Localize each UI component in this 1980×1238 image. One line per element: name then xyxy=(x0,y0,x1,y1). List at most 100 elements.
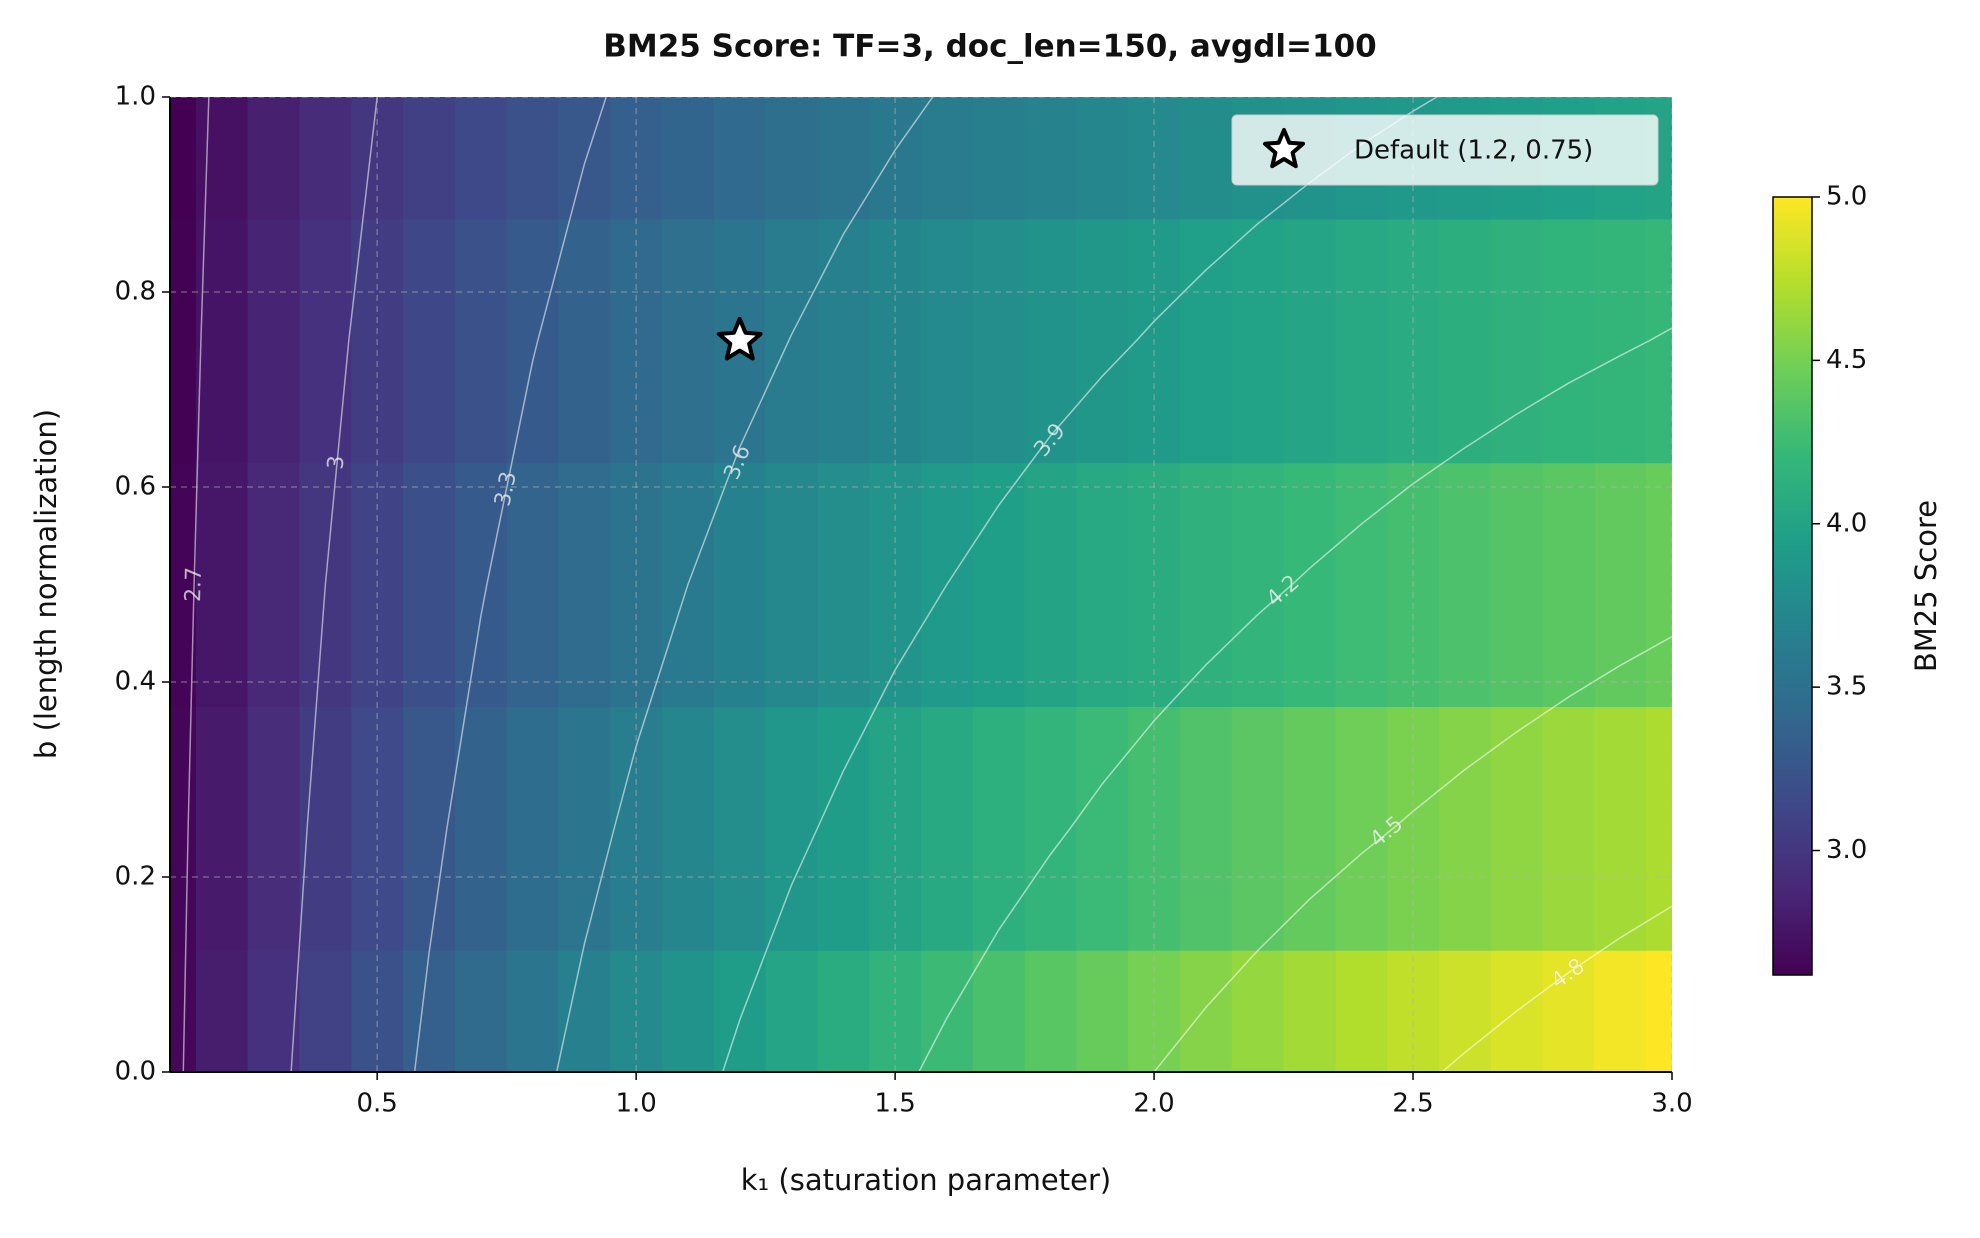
x-tick-label: 2.5 xyxy=(1392,1089,1433,1119)
heatmap-cell xyxy=(1438,706,1492,951)
heatmap-cell xyxy=(1542,950,1595,1072)
contour-line xyxy=(413,97,607,1072)
marker-star xyxy=(716,316,763,361)
heatmap-cell xyxy=(351,706,404,951)
heatmap-cell xyxy=(817,218,870,464)
heatmap-cell xyxy=(558,97,611,220)
x-tick-label: 3.0 xyxy=(1651,1089,1692,1119)
heatmap-cell xyxy=(170,218,197,464)
heatmap-cell xyxy=(1387,706,1440,951)
heatmap-cell xyxy=(351,97,404,220)
heatmap-cell xyxy=(247,97,301,220)
contour-line xyxy=(290,97,378,1072)
heatmap-cell xyxy=(351,218,404,464)
legend-label: Default (1.2, 0.75) xyxy=(1354,136,1593,166)
heatmap-cell xyxy=(195,462,249,707)
x-tick-label: 2.0 xyxy=(1133,1089,1174,1119)
y-tick-label: 0.6 xyxy=(115,472,156,502)
colorbar xyxy=(1772,196,1813,976)
heatmap-cell xyxy=(1024,706,1077,951)
heatmap-cell xyxy=(1594,706,1647,951)
heatmap-cell xyxy=(558,462,611,707)
x-tick-label: 1.5 xyxy=(874,1089,915,1119)
contour-line xyxy=(1153,635,1672,1072)
heatmap-cell xyxy=(1179,706,1233,951)
heatmap-cell xyxy=(972,706,1026,951)
heatmap-cell xyxy=(1387,462,1440,707)
heatmap-cell xyxy=(247,218,301,464)
heatmap-cell xyxy=(713,706,767,951)
heatmap-cell xyxy=(1646,97,1672,220)
heatmap-cell xyxy=(558,950,611,1072)
contour-label: 3 xyxy=(323,454,349,470)
heatmap-cell xyxy=(765,218,819,464)
heatmap-cell xyxy=(403,950,456,1072)
heatmap-cell xyxy=(1179,97,1233,220)
heatmap-cell xyxy=(1646,462,1672,707)
x-axis-label: k₁ (saturation parameter) xyxy=(741,1163,1111,1197)
heatmap-cell xyxy=(1179,218,1233,464)
heatmap-cell xyxy=(1438,218,1492,464)
heatmap-cell xyxy=(195,97,249,220)
heatmap-cell xyxy=(299,218,352,464)
heatmap-cell xyxy=(1438,462,1492,707)
heatmap-cell xyxy=(817,706,870,951)
heatmap-cell xyxy=(1076,462,1129,707)
heatmap-cell xyxy=(765,706,819,951)
heatmap-cell xyxy=(1335,218,1388,464)
heatmap-cell xyxy=(506,218,560,464)
chart-title: BM25 Score: TF=3, doc_len=150, avgdl=100 xyxy=(603,29,1377,65)
heatmap-cell xyxy=(558,706,611,951)
heatmap-cell xyxy=(170,706,197,951)
heatmap-cell xyxy=(1387,218,1440,464)
heatmap-cell xyxy=(299,706,352,951)
heatmap-cell xyxy=(454,950,508,1072)
heatmap-cell xyxy=(1076,950,1129,1072)
heatmap-cell xyxy=(1024,97,1077,220)
heatmap-cell xyxy=(869,218,922,464)
heatmap-cell xyxy=(506,97,560,220)
heatmap-cell xyxy=(247,950,301,1072)
heatmap-cell xyxy=(403,97,456,220)
heatmap-cell xyxy=(454,218,508,464)
heatmap-cell xyxy=(454,462,508,707)
contour-line xyxy=(918,327,1672,1072)
heatmap-cell xyxy=(1490,97,1544,220)
heatmap-cell xyxy=(765,462,819,707)
contour-line xyxy=(555,97,934,1072)
heatmap-cell xyxy=(454,706,508,951)
heatmap-cell xyxy=(1076,706,1129,951)
x-tick-label: 1.0 xyxy=(615,1089,656,1119)
heatmap-cell xyxy=(1335,706,1388,951)
heatmap-cell xyxy=(1594,97,1647,220)
heatmap-cell xyxy=(1594,462,1647,707)
axes: 0.5 1.0 1.5 2.0 2.5 3.0 0.0 0.2 0.4 0.6 0.8 1.0 Defa… xyxy=(115,82,1943,1119)
heatmap-cell xyxy=(195,950,249,1072)
heatmap-cell xyxy=(1231,218,1285,464)
y-axis-label: b (length normalization) xyxy=(29,409,63,759)
heatmap-cell xyxy=(869,706,922,951)
heatmap-cell xyxy=(1283,950,1336,1072)
colorbar-tick-label: 3.0 xyxy=(1826,835,1867,865)
y-tick-label: 1.0 xyxy=(115,82,156,112)
heatmap-cell xyxy=(921,97,974,220)
heatmap-cell xyxy=(506,950,560,1072)
heatmap-cell xyxy=(662,218,715,464)
colorbar-tick-label: 4.0 xyxy=(1826,508,1867,538)
heatmap-cell xyxy=(1542,218,1595,464)
heatmap-cell xyxy=(972,97,1026,220)
heatmap-cell xyxy=(1594,950,1647,1072)
legend-marker xyxy=(1263,128,1305,169)
heatmap-cell xyxy=(403,218,456,464)
heatmap-cell xyxy=(972,950,1026,1072)
heatmap-cell xyxy=(869,950,922,1072)
heatmap-cell xyxy=(1076,218,1129,464)
heatmap-cell xyxy=(1024,462,1077,707)
heatmap-cell xyxy=(351,950,404,1072)
heatmap xyxy=(170,97,1672,1072)
heatmap-cell xyxy=(1179,950,1233,1072)
heatmap-cell xyxy=(921,706,974,951)
heatmap-cell xyxy=(610,97,663,220)
y-tick-label: 0.8 xyxy=(115,277,156,307)
heatmap-cell xyxy=(1646,218,1672,464)
